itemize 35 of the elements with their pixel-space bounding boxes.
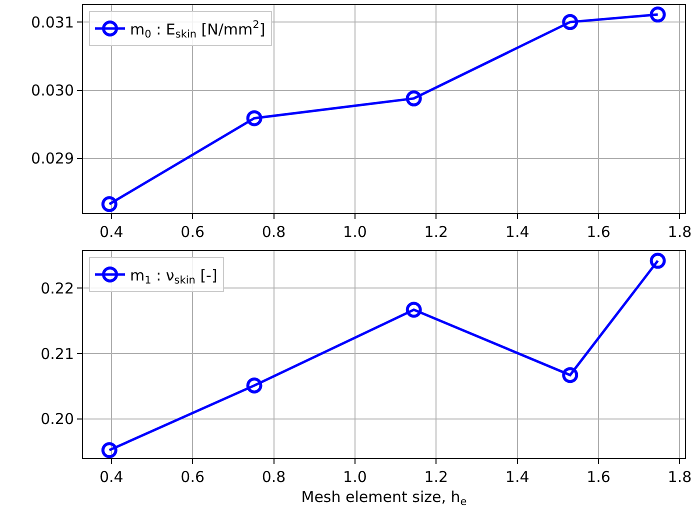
point — [246, 110, 262, 126]
x-tick-label: 1.2 — [424, 223, 448, 241]
point — [650, 252, 666, 269]
y-tick-label: 0.030 — [31, 82, 74, 100]
x-tick-label: 0.6 — [180, 468, 205, 486]
y-tick-label: 0.20 — [40, 410, 74, 428]
x-tick-label: 1.6 — [586, 468, 610, 486]
y-tick-label: 0.029 — [31, 150, 74, 168]
x-tick-label: 1.8 — [668, 223, 692, 241]
x-tick-label: 1.0 — [343, 468, 367, 486]
x-axis-title: Mesh element size, h$_{e}$ — [301, 488, 467, 508]
point — [101, 442, 118, 458]
point — [650, 6, 666, 23]
x-tick-label: 1.8 — [668, 468, 692, 486]
point — [406, 90, 422, 106]
legend-label: m$_{1}$ : ν$_{skin}$ [-] — [130, 266, 218, 286]
x-tick-label: 0.4 — [99, 468, 124, 486]
point — [101, 196, 118, 212]
x-tick-label: 1.4 — [505, 223, 530, 241]
y-tick-label: 0.22 — [40, 279, 74, 298]
point — [406, 302, 422, 318]
x-tick-label: 0.8 — [262, 223, 286, 241]
x-tick-label: 0.4 — [99, 223, 124, 241]
point — [562, 14, 578, 30]
y-tick-label: 0.21 — [40, 344, 74, 363]
y-tick-label: 0.031 — [31, 13, 74, 32]
x-tick-label: 1.6 — [586, 223, 610, 241]
point — [562, 367, 578, 384]
x-tick-label: 1.2 — [424, 468, 448, 486]
x-tick-label: 0.6 — [180, 223, 205, 241]
x-tick-label: 0.8 — [262, 468, 286, 486]
legend-label: m$_{0}$ : E$_{skin}$ [N/mm$^{2}$] — [130, 19, 266, 40]
x-tick-label: 1.4 — [505, 468, 530, 486]
x-tick-label: 1.0 — [343, 223, 367, 241]
point — [246, 378, 262, 394]
